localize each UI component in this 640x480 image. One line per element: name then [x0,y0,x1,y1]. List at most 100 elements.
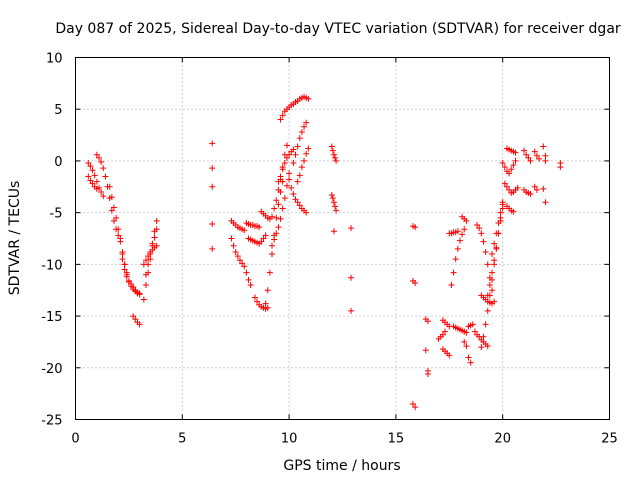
data-point [241,263,248,270]
y-tick-label: -10 [41,258,62,273]
data-point [499,159,506,166]
data-point [98,158,105,165]
data-point [480,333,487,340]
data-point [209,183,216,190]
data-point [258,238,265,245]
data-point [542,199,549,206]
data-point [115,232,122,239]
data-point [262,232,269,239]
data-point [491,257,498,264]
data-point [489,251,496,258]
data-point [512,157,519,164]
data-point [454,245,461,252]
data-point [266,269,273,276]
data-point [484,307,491,314]
data-point [247,282,254,289]
data-point [271,236,278,243]
data-point [506,170,513,177]
data-point [296,172,303,179]
data-point [232,248,239,255]
x-axis-label: GPS time / hours [283,458,400,474]
data-point [262,300,269,307]
data-point [85,159,92,166]
data-point [147,256,154,263]
data-point [448,282,455,289]
data-point [209,140,216,147]
data-point [328,192,335,199]
data-point [234,253,241,260]
data-point [277,116,284,123]
y-tick-label: -20 [41,362,62,377]
data-point [290,159,297,166]
data-point [422,347,429,354]
data-point [303,119,310,126]
data-point [277,188,284,195]
data-point [503,183,510,190]
x-tick-label: 0 [71,432,79,447]
data-point [463,329,470,336]
y-tick-label: -25 [41,414,62,429]
data-point [256,224,263,231]
data-point [456,237,463,244]
data-point [501,180,508,187]
data-point [128,281,135,288]
data-point [484,261,491,268]
data-point [531,183,538,190]
data-point [108,207,115,214]
data-point [145,253,152,260]
data-point [478,230,485,237]
data-point [228,235,235,242]
data-point [108,194,115,201]
data-point [153,217,160,224]
data-point [465,354,472,361]
data-point [527,157,534,164]
data-point [294,143,301,150]
data-point [125,277,132,284]
x-tick-label: 15 [388,432,405,447]
chart-title: Day 087 of 2025, Sidereal Day-to-day VTE… [55,21,621,37]
data-point [115,226,122,233]
data-point [296,202,303,209]
data-point [281,195,288,202]
data-point [269,242,276,249]
data-point [512,149,519,156]
data-point [542,157,549,164]
data-point [89,167,96,174]
data-point [495,219,502,226]
data-point [527,191,534,198]
data-point [514,184,521,191]
data-point [277,173,284,180]
data-point [540,143,547,150]
data-point [510,208,517,215]
data-point [230,242,237,249]
data-point [290,191,297,198]
data-point [87,163,94,170]
data-point [536,155,543,162]
data-point [142,271,149,278]
data-point [110,217,117,224]
data-point [140,261,147,268]
data-point [491,240,498,247]
data-point [279,112,286,119]
data-point [294,199,301,206]
data-point [533,152,540,159]
data-point [506,186,513,193]
data-point [461,226,468,233]
x-tick-label: 5 [178,432,186,447]
data-point [239,260,246,267]
data-point [283,142,290,149]
y-tick-label: -15 [41,310,62,325]
data-point [333,157,340,164]
data-point [130,313,137,320]
data-point [446,352,453,359]
data-point [209,165,216,172]
data-point [296,135,303,142]
data-point [424,370,431,377]
y-tick-label: 0 [54,155,62,170]
data-point [510,162,517,169]
data-point [136,290,143,297]
data-point [275,178,282,185]
data-point [523,151,530,158]
data-point [290,146,297,153]
data-point [469,321,476,328]
